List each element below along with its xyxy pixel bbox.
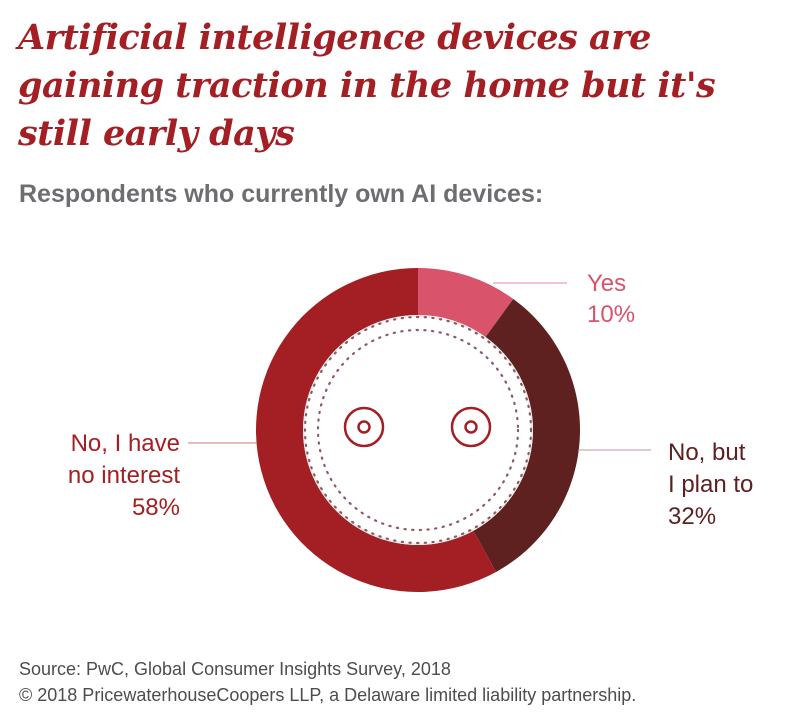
inner-dot-ring: [316, 328, 520, 532]
footer: Source: PwC, Global Consumer Insights Su…: [19, 656, 636, 708]
data-label-plan: No, but I plan to 32%: [668, 439, 753, 530]
smart-speaker-face-icon: [303, 315, 533, 545]
data-label-line: I plan to: [668, 471, 753, 498]
data-label-no: No, I have no interest 58%: [68, 430, 180, 521]
chart-subtitle: Respondents who currently own AI devices…: [19, 180, 544, 208]
slice-plan: [473, 298, 580, 572]
source-note: Source: PwC, Global Consumer Insights Su…: [19, 659, 451, 679]
data-label-line: 58%: [132, 494, 180, 521]
slice-yes: [418, 268, 514, 337]
slice-no: [255, 268, 497, 592]
data-label-line: 32%: [668, 503, 716, 530]
data-label-line: No, but: [668, 439, 746, 466]
data-label-line: Yes: [587, 270, 626, 297]
outer-dot-ring: [303, 315, 533, 545]
right-eye-icon: [450, 406, 492, 448]
chart-title: Artificial intelligence devices are gain…: [18, 17, 716, 154]
copyright-note: © 2018 PricewaterhouseCoopers LLP, a Del…: [19, 685, 637, 705]
data-label-yes: Yes 10%: [587, 270, 635, 328]
data-label-line: 10%: [587, 301, 635, 328]
data-label-line: No, I have: [71, 430, 180, 457]
data-label-line: no interest: [68, 462, 180, 489]
left-eye-icon: [343, 406, 385, 448]
